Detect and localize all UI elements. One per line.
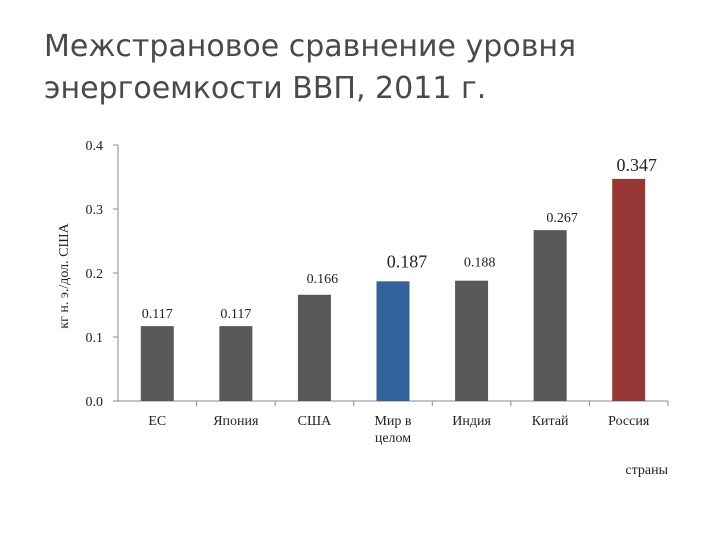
y-tick-label: 0.3 [86, 203, 104, 218]
bar [533, 230, 567, 401]
y-tick-label: 0.2 [86, 267, 104, 282]
bar [376, 281, 410, 401]
x-tick-label: Япония [213, 414, 259, 429]
y-tick-label: 0.4 [86, 139, 104, 154]
chart-axes: 0.0 0.1 0.2 0.3 0.4 [86, 139, 669, 410]
y-axis-title: кг н. э./дол. США [57, 222, 72, 328]
bar [455, 280, 489, 401]
chart-bars [140, 178, 646, 401]
y-tick-label: 0.0 [86, 395, 104, 410]
x-axis-title: страны [625, 463, 668, 478]
bar [612, 178, 646, 401]
data-label: 0.117 [220, 307, 251, 322]
bar [140, 326, 174, 401]
x-tick-label: ЕС [148, 414, 166, 429]
page-title: Межстрановое сравнение уровня энергоемко… [44, 29, 577, 106]
data-label: 0.188 [464, 256, 496, 271]
data-label: 0.166 [307, 272, 339, 287]
x-tick-label: Индия [452, 414, 491, 429]
chart-labels: 0.117 ЕС 0.117 Япония 0.166 США 0.187 Мир в цело… [142, 155, 657, 446]
data-label: 0.347 [616, 155, 657, 175]
x-tick-label: США [298, 414, 332, 429]
x-tick-label: Китай [532, 414, 569, 429]
x-tick-label: Мир в целом [374, 414, 411, 446]
y-tick-label: 0.1 [86, 331, 104, 346]
bar [297, 294, 331, 401]
data-label: 0.187 [387, 251, 428, 271]
bar [219, 326, 253, 401]
x-tick-label: Россия [608, 414, 650, 429]
data-label: 0.117 [142, 307, 173, 322]
data-label: 0.267 [546, 211, 578, 226]
